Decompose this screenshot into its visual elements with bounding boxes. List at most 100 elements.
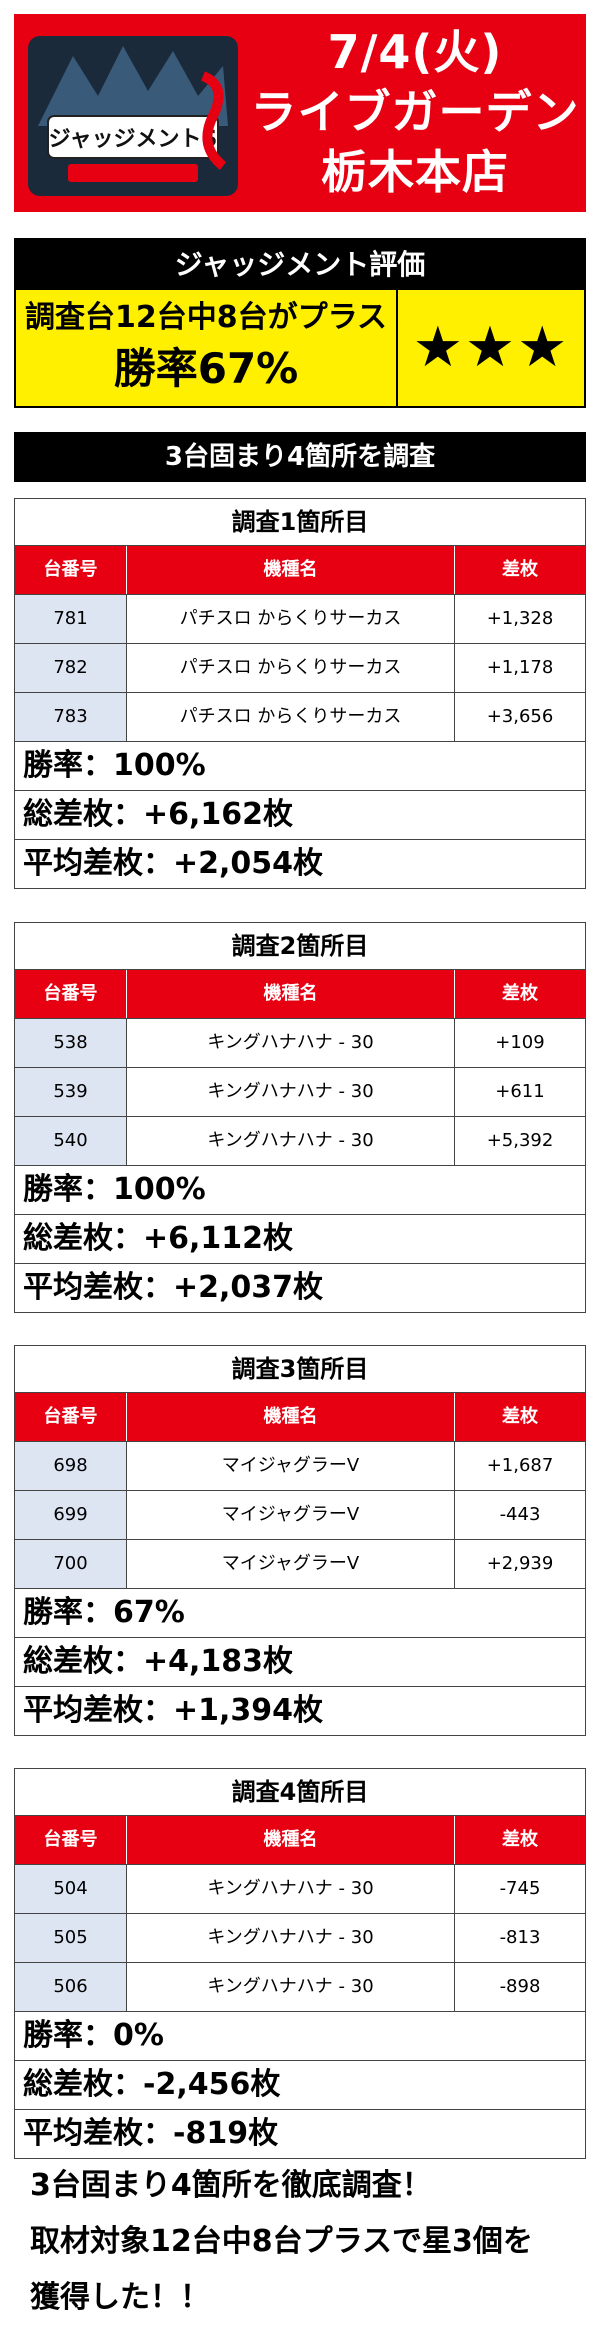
- machine-number: 539: [15, 1068, 127, 1116]
- total-difference: 総差枚：+4,183枚: [15, 1637, 585, 1686]
- location-box: 調査2箇所目 台番号 機種名 差枚 538 キングハナハナ - 30 +109 539 キングハ…: [14, 922, 586, 1313]
- machine-number: 504: [15, 1865, 127, 1913]
- footer-line2: 取材対象12台中8台プラスで星3個を: [30, 2224, 533, 2259]
- judgement-logo-icon: ジャッジメントS: [28, 36, 238, 196]
- table-row: 505 キングハナハナ - 30 -813: [15, 1913, 585, 1962]
- model-name: パチスロ からくりサーカス: [127, 644, 455, 692]
- machine-number: 782: [15, 644, 127, 692]
- difference: +1,328: [486, 608, 554, 629]
- header-banner: ジャッジメントS 7/4(火) ライブガーデン 栃木本店: [14, 14, 586, 212]
- win-rate: 勝率：100%: [15, 1165, 585, 1214]
- section-subtitle: 3台固まり4箇所を調査: [14, 432, 586, 482]
- table-row: 699 マイジャグラーV -443: [15, 1490, 585, 1539]
- date: 7/4(火): [327, 25, 503, 79]
- total-difference: 総差枚：+6,112枚: [15, 1214, 585, 1263]
- model-name: キングハナハナ - 30: [127, 1117, 455, 1165]
- table-row: 700 マイジャグラーV +2,939: [15, 1539, 585, 1588]
- column-model-name: 機種名: [127, 546, 455, 594]
- model-name: キングハナハナ - 30: [127, 1865, 455, 1913]
- average-difference: 平均差枚：+2,037枚: [15, 1263, 585, 1312]
- machine-number: 540: [15, 1117, 127, 1165]
- column-model-name: 機種名: [127, 970, 455, 1018]
- difference: +3,656: [486, 706, 554, 727]
- difference: +109: [495, 1032, 545, 1053]
- footer-summary: 3台固まり4箇所を徹底調査！ 取材対象12台中8台プラスで星3個を 獲得した！！: [30, 2158, 580, 2326]
- model-name: マイジャグラーV: [127, 1491, 455, 1539]
- location-title: 調査2箇所目: [15, 923, 585, 970]
- machine-number: 505: [15, 1914, 127, 1962]
- win-rate: 勝率：0%: [15, 2011, 585, 2060]
- model-name: パチスロ からくりサーカス: [127, 693, 455, 741]
- model-name: キングハナハナ - 30: [127, 1914, 455, 1962]
- model-name: マイジャグラーV: [127, 1442, 455, 1490]
- model-name: キングハナハナ - 30: [127, 1963, 455, 2011]
- difference: +1,687: [486, 1455, 554, 1476]
- table-row: 504 キングハナハナ - 30 -745: [15, 1864, 585, 1913]
- table-header: 台番号 機種名 差枚: [15, 970, 585, 1018]
- evaluation-win-rate: 勝率67%: [113, 344, 299, 393]
- footer-line3: 獲得した！！: [30, 2280, 210, 2315]
- difference: -443: [499, 1504, 541, 1525]
- difference: +611: [495, 1081, 545, 1102]
- machine-number: 700: [15, 1540, 127, 1588]
- column-model-name: 機種名: [127, 1816, 455, 1864]
- evaluation-panel: ジャッジメント評価 調査台12台中8台がプラス 勝率67% ★★★: [14, 238, 586, 408]
- win-rate: 勝率：100%: [15, 741, 585, 790]
- column-difference: 差枚: [502, 1406, 538, 1427]
- average-difference: 平均差枚：+1,394枚: [15, 1686, 585, 1735]
- machine-number: 506: [15, 1963, 127, 2011]
- difference: -813: [499, 1927, 541, 1948]
- evaluation-stars: ★★★: [412, 315, 570, 380]
- table-header: 台番号 機種名 差枚: [15, 546, 585, 594]
- table-row: 539 キングハナハナ - 30 +611: [15, 1067, 585, 1116]
- header-text: 7/4(火) ライブガーデン 栃木本店: [250, 22, 580, 202]
- difference: +2,939: [486, 1553, 554, 1574]
- location-title: 調査3箇所目: [15, 1346, 585, 1393]
- table-row: 783 パチスロ からくりサーカス +3,656: [15, 692, 585, 741]
- win-rate: 勝率：67%: [15, 1588, 585, 1637]
- column-machine-number: 台番号: [15, 546, 127, 594]
- difference: -898: [499, 1976, 541, 1997]
- model-name: マイジャグラーV: [127, 1540, 455, 1588]
- location-title: 調査4箇所目: [15, 1769, 585, 1816]
- table-header: 台番号 機種名 差枚: [15, 1816, 585, 1864]
- table-row: 781 パチスロ からくりサーカス +1,328: [15, 594, 585, 643]
- model-name: パチスロ からくりサーカス: [127, 595, 455, 643]
- table-row: 782 パチスロ からくりサーカス +1,178: [15, 643, 585, 692]
- difference: -745: [499, 1878, 541, 1899]
- column-machine-number: 台番号: [15, 1393, 127, 1441]
- svg-text:ジャッジメントS: ジャッジメントS: [49, 127, 218, 152]
- table-row: 506 キングハナハナ - 30 -898: [15, 1962, 585, 2011]
- column-machine-number: 台番号: [15, 970, 127, 1018]
- store-branch: 栃木本店: [321, 145, 509, 199]
- total-difference: 総差枚：-2,456枚: [15, 2060, 585, 2109]
- average-difference: 平均差枚：-819枚: [15, 2109, 585, 2158]
- column-model-name: 機種名: [127, 1393, 455, 1441]
- evaluation-summary: 調査台12台中8台がプラス 勝率67%: [16, 290, 398, 406]
- table-row: 540 キングハナハナ - 30 +5,392: [15, 1116, 585, 1165]
- footer-line1: 3台固まり4箇所を徹底調査！: [30, 2168, 432, 2203]
- location-box: 調査3箇所目 台番号 機種名 差枚 698 マイジャグラーV +1,687 699 マイジャグラ…: [14, 1345, 586, 1736]
- table-row: 538 キングハナハナ - 30 +109: [15, 1018, 585, 1067]
- average-difference: 平均差枚：+2,054枚: [15, 839, 585, 888]
- evaluation-line1: 調査台12台中8台がプラス: [24, 300, 388, 335]
- evaluation-title: ジャッジメント評価: [16, 240, 584, 290]
- store-name: ライブガーデン: [250, 85, 580, 139]
- difference: +1,178: [486, 657, 554, 678]
- model-name: キングハナハナ - 30: [127, 1019, 455, 1067]
- location-box: 調査4箇所目 台番号 機種名 差枚 504 キングハナハナ - 30 -745 505 キングハ…: [14, 1768, 586, 2159]
- table-header: 台番号 機種名 差枚: [15, 1393, 585, 1441]
- total-difference: 総差枚：+6,162枚: [15, 790, 585, 839]
- column-machine-number: 台番号: [15, 1816, 127, 1864]
- column-difference: 差枚: [502, 983, 538, 1004]
- difference: +5,392: [486, 1130, 554, 1151]
- location-box: 調査1箇所目 台番号 機種名 差枚 781 パチスロ からくりサーカス +1,328 782 パ…: [14, 498, 586, 889]
- machine-number: 783: [15, 693, 127, 741]
- column-difference: 差枚: [502, 1829, 538, 1850]
- location-title: 調査1箇所目: [15, 499, 585, 546]
- machine-number: 538: [15, 1019, 127, 1067]
- model-name: キングハナハナ - 30: [127, 1068, 455, 1116]
- table-row: 698 マイジャグラーV +1,687: [15, 1441, 585, 1490]
- machine-number: 781: [15, 595, 127, 643]
- machine-number: 699: [15, 1491, 127, 1539]
